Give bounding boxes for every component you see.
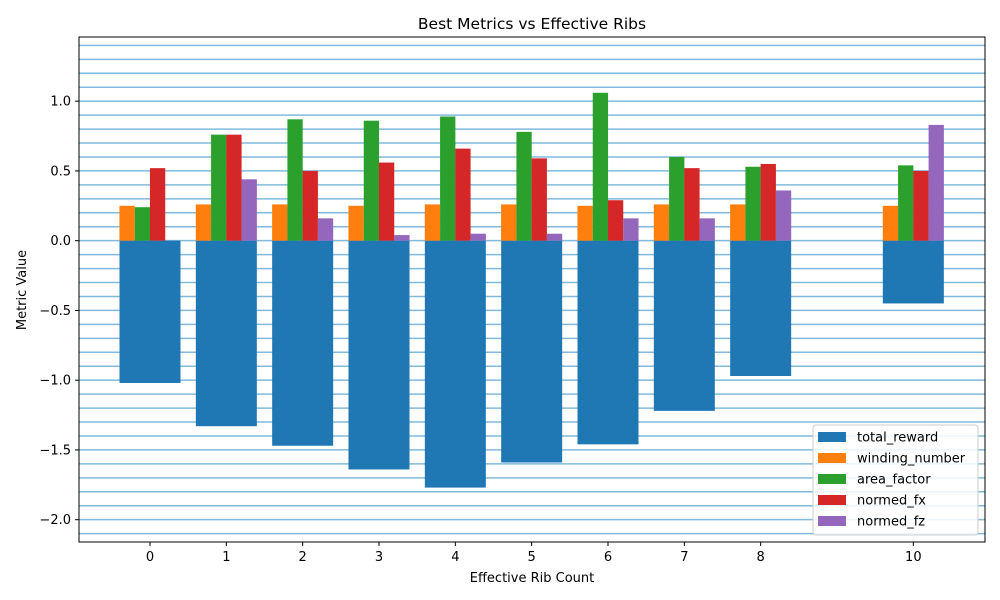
- y-tick-label: −1.5: [39, 443, 71, 458]
- bars: [119, 92, 944, 488]
- bar-winding-number: [348, 205, 364, 241]
- y-tick-label: 0.0: [50, 234, 71, 249]
- x-tick-label: 10: [905, 550, 922, 565]
- y-tick-label: −1.0: [39, 374, 71, 389]
- x-tick-label: 8: [757, 550, 765, 565]
- bar-area-factor: [898, 165, 914, 241]
- legend-swatch: [818, 495, 846, 505]
- bar-normed-fx: [607, 200, 624, 241]
- x-tick-label: 3: [375, 550, 383, 565]
- bar-normed-fz: [241, 179, 257, 241]
- bar-normed-fx: [226, 134, 242, 241]
- bar-normed-fx: [455, 148, 471, 241]
- bar-normed-fz: [546, 233, 563, 241]
- bar-area-factor: [287, 119, 303, 241]
- y-tick-label: 0.5: [50, 164, 71, 179]
- bar-total-reward: [653, 240, 715, 411]
- legend-label: winding_number: [857, 452, 966, 467]
- bar-normed-fx: [149, 168, 166, 241]
- bar-area-factor: [669, 156, 685, 241]
- bar-normed-fz: [394, 235, 410, 241]
- bar-normed-fz: [470, 233, 486, 241]
- legend-swatch: [818, 453, 846, 463]
- bar-total-reward: [730, 240, 792, 376]
- y-tick-label: −0.5: [39, 304, 71, 319]
- x-tick-label: 4: [451, 550, 459, 565]
- bar-normed-fz: [317, 218, 334, 241]
- chart-title: Best Metrics vs Effective Ribs: [418, 15, 646, 33]
- bar-total-reward: [424, 240, 486, 488]
- bar-winding-number: [882, 205, 899, 241]
- bar-winding-number: [195, 204, 212, 241]
- bar-area-factor: [440, 116, 456, 241]
- bar-normed-fz: [699, 218, 715, 241]
- legend-box: [812, 424, 979, 536]
- bar-winding-number: [730, 204, 746, 241]
- legend-swatch: [818, 474, 846, 484]
- legend-label: normed_fz: [857, 515, 925, 530]
- legend-label: total_reward: [857, 431, 938, 446]
- bar-normed-fx: [378, 162, 395, 241]
- bar-normed-fx: [760, 163, 776, 241]
- bar-normed-fx: [531, 158, 547, 241]
- bar-area-factor: [516, 131, 532, 241]
- y-tick-label: 1.0: [50, 95, 71, 110]
- x-tick-label: 6: [604, 550, 612, 565]
- y-tick-label: −2.0: [39, 513, 71, 528]
- legend: total_reward winding_number area_factornor…: [812, 424, 979, 536]
- bar-total-reward: [119, 240, 181, 383]
- x-tick-label: 1: [222, 550, 230, 565]
- bar-area-factor: [592, 92, 609, 241]
- legend-label: normed_fx: [857, 494, 926, 509]
- bar-winding-number: [501, 204, 517, 241]
- bar-area-factor: [745, 166, 761, 241]
- bar-total-reward: [882, 240, 944, 304]
- legend-label: area_factor: [857, 473, 931, 488]
- x-tick-label: 5: [528, 550, 536, 565]
- legend-swatch: [818, 516, 846, 526]
- bar-winding-number: [577, 205, 593, 241]
- x-axis-title: Effective Rib Count: [470, 571, 594, 586]
- bar-total-reward: [272, 240, 334, 446]
- y-axis-title: Metric Value: [15, 250, 30, 330]
- bar-winding-number: [119, 205, 135, 241]
- bar-area-factor: [211, 134, 227, 241]
- bar-normed-fx: [913, 170, 929, 241]
- legend-swatch: [818, 432, 846, 442]
- bar-normed-fz: [623, 218, 639, 241]
- bar-area-factor: [363, 120, 380, 241]
- bar-normed-fz: [928, 124, 944, 241]
- bar-winding-number: [424, 204, 441, 241]
- bar-winding-number: [653, 204, 670, 241]
- axis-ticks: −2.0 −1.5 −1.0 −0.5 0.0 0.5 1.0 0 1 2 3 4 5 6 7 8 10: [39, 95, 921, 565]
- bar-normed-fx: [302, 170, 318, 241]
- bar-total-reward: [577, 240, 639, 445]
- bar-total-reward: [348, 240, 410, 470]
- bar-total-reward: [195, 240, 257, 427]
- bar-normed-fx: [684, 168, 700, 241]
- bar-winding-number: [272, 204, 288, 241]
- bar-total-reward: [501, 240, 563, 463]
- bar-normed-fz: [775, 190, 792, 241]
- x-tick-label: 7: [680, 550, 688, 565]
- bar-area-factor: [134, 207, 151, 241]
- x-tick-label: 2: [299, 550, 307, 565]
- x-tick-label: 0: [146, 550, 154, 565]
